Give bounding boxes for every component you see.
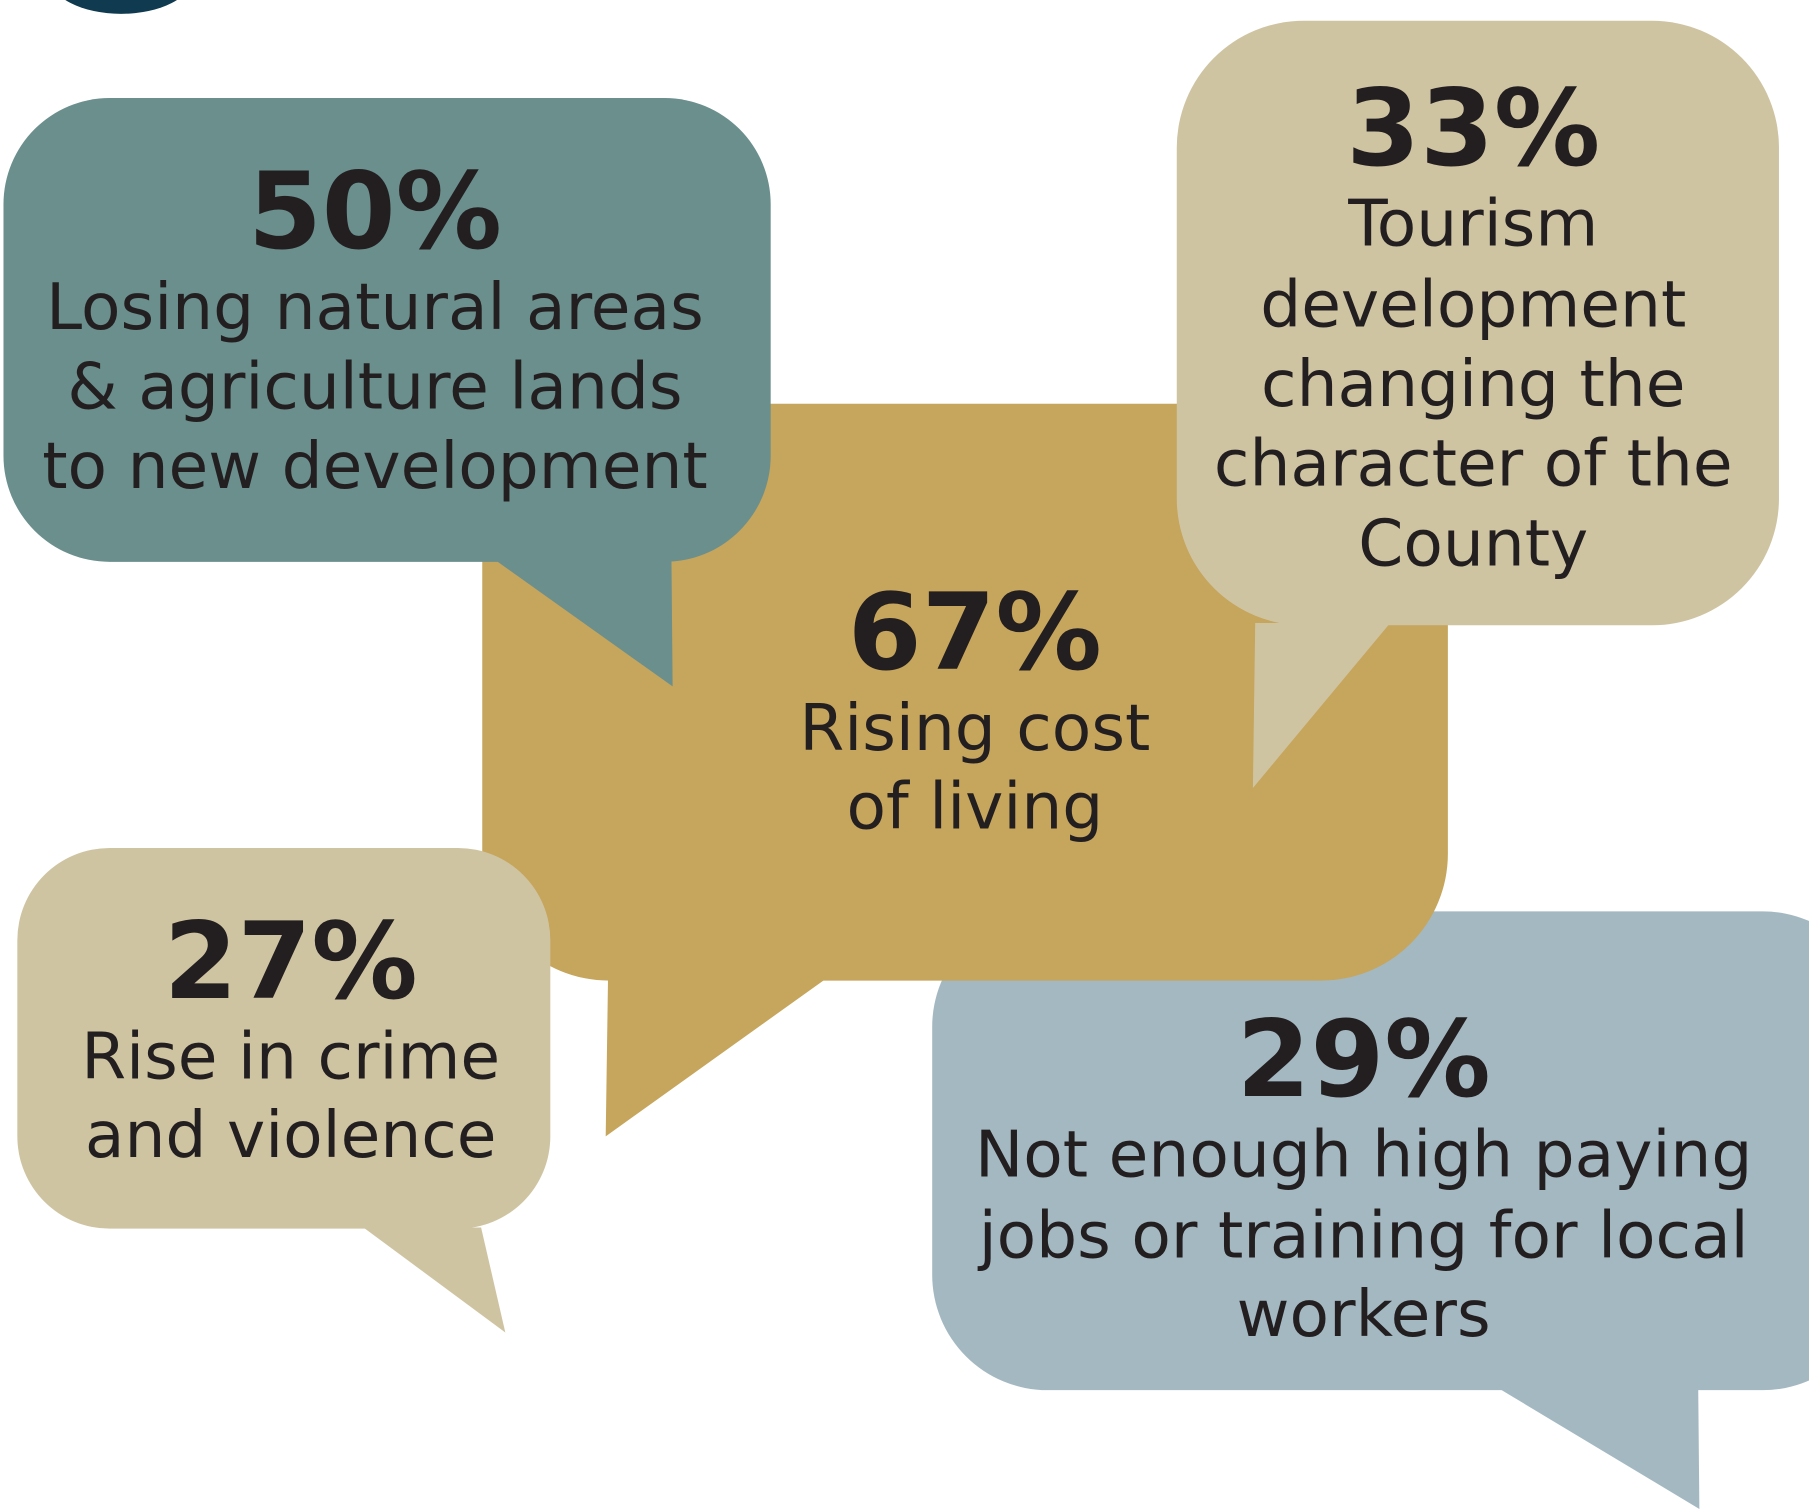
bubble-text: jobs or training for local — [977, 1199, 1749, 1274]
bubble-text: & agriculture lands — [67, 349, 682, 424]
bubble-body — [17, 847, 551, 1229]
bubble-body — [932, 911, 1809, 1391]
bubble-text: to new development — [42, 429, 708, 504]
bubble-tail — [605, 979, 825, 1137]
bubble-body — [3, 98, 771, 562]
bubble-text: Rise in crime — [81, 1020, 500, 1095]
bubble-percent: 50% — [248, 150, 502, 274]
speech-bubble: 50%Losing natural areas& agriculture lan… — [3, 98, 771, 687]
bubble-percent: 29% — [1237, 998, 1491, 1122]
bubble-text: County — [1358, 506, 1588, 581]
bubble-text: Not enough high paying — [975, 1118, 1752, 1193]
bubble-text: Losing natural areas — [46, 270, 704, 345]
bubble-text: development — [1260, 267, 1686, 342]
bubble-text: workers — [1237, 1277, 1491, 1352]
bubble-text: character of the — [1214, 427, 1733, 502]
bubble-text: Tourism — [1347, 187, 1598, 262]
bubble-text: of living — [846, 769, 1103, 844]
bubble-text: and violence — [85, 1098, 497, 1173]
bubble-body — [1176, 20, 1779, 626]
bubble-tail — [1252, 622, 1391, 788]
bubble-percent: 33% — [1346, 67, 1600, 191]
bubble-percent: 67% — [848, 571, 1102, 695]
bubble-text: Rising cost — [799, 691, 1150, 766]
bubble-text: changing the — [1261, 347, 1685, 422]
bubble-percent: 27% — [164, 900, 418, 1024]
logo-fragment — [65, 0, 177, 14]
bubble-tail — [363, 1227, 506, 1333]
